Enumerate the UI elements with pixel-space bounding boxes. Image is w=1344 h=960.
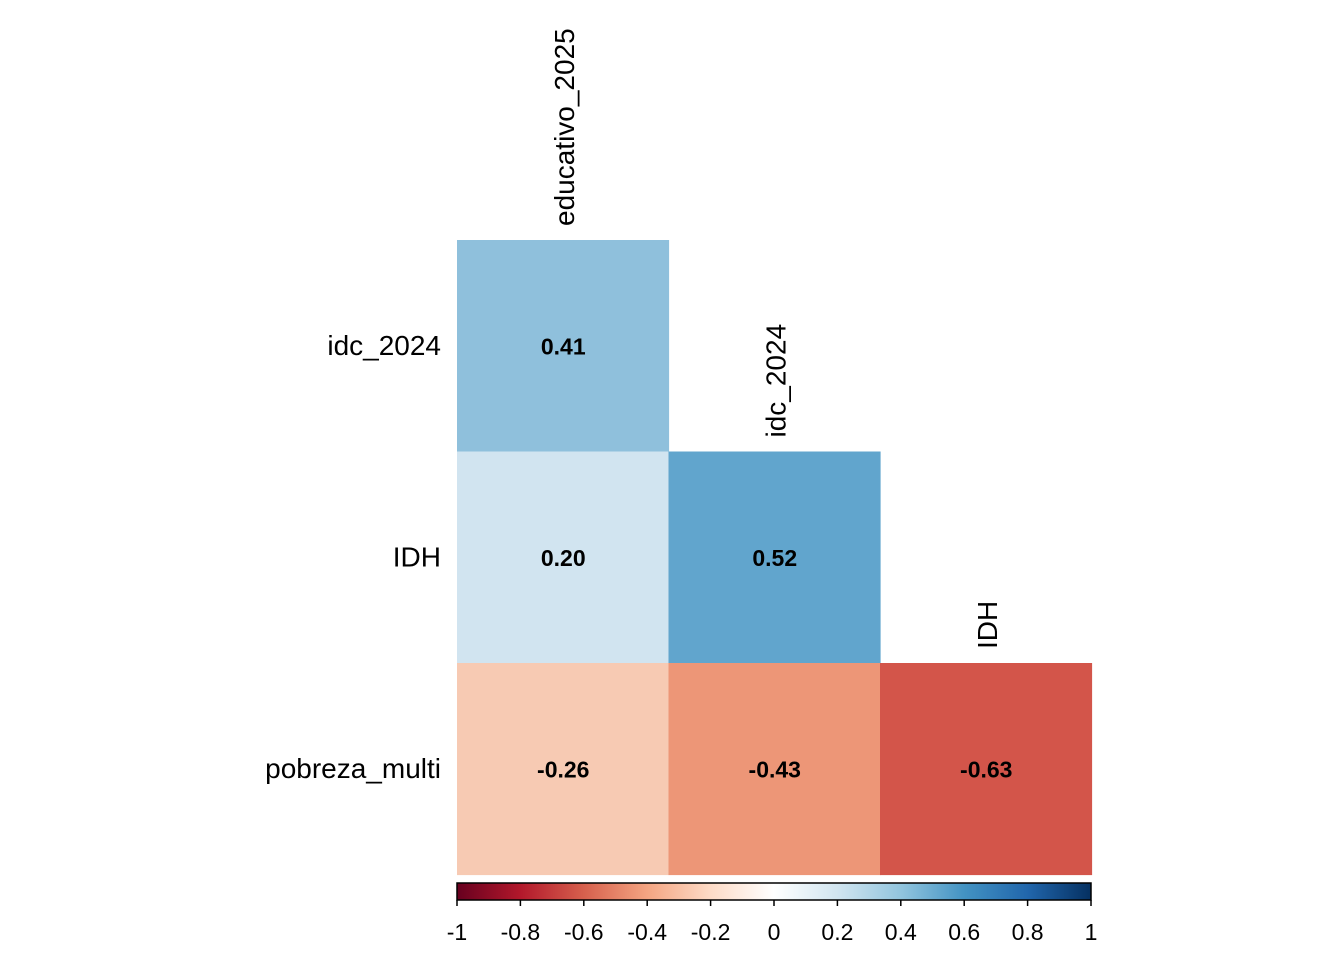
heatmap-cell	[457, 451, 670, 664]
row-labels: idc_2024 IDH pobreza_multi	[265, 330, 441, 784]
cell-value-label: -0.26	[537, 756, 589, 782]
heatmap-cell	[668, 663, 881, 876]
colorbar-tick-label: -0.8	[501, 919, 541, 945]
cell-value-label: 0.20	[541, 545, 586, 571]
colorbar-tick-label: -0.4	[627, 919, 667, 945]
heatmap-cell	[880, 663, 1093, 876]
colorbar-tick-label: -0.6	[564, 919, 604, 945]
colorbar-gradient	[456, 882, 1092, 901]
colorbar-tick-label: 0.8	[1012, 919, 1044, 945]
cell-value-label: 0.41	[541, 333, 586, 359]
heatmap-cell	[457, 663, 670, 876]
row-label: idc_2024	[327, 330, 441, 361]
column-label: IDH	[972, 601, 1003, 649]
colorbar-tick-label: 0.2	[821, 919, 853, 945]
column-label: idc_2024	[760, 324, 791, 438]
row-label: IDH	[393, 541, 441, 572]
colorbar-tick-label: -0.2	[691, 919, 731, 945]
cell-value-label: -0.43	[749, 756, 801, 782]
colorbar-tick-label: 0	[768, 919, 781, 945]
colorbar-tick-label: 1	[1085, 919, 1098, 945]
heatmap-cell	[668, 451, 881, 664]
colorbar-tick-label: 0.6	[948, 919, 980, 945]
heatmap-cells	[457, 240, 1093, 876]
heatmap-cell-labels: 0.41 0.20 0.52 -0.26 -0.43 -0.63	[537, 333, 1012, 782]
colorbar: -1 -0.8 -0.6 -0.4 -0.2 0 0.2 0.4 0.6 0.8 1	[447, 882, 1098, 945]
cell-value-label: -0.63	[960, 756, 1012, 782]
column-label: educativo_2025	[549, 28, 580, 226]
colorbar-tick-label: -1	[447, 919, 467, 945]
cell-value-label: 0.52	[752, 545, 797, 571]
column-labels: educativo_2025 idc_2024 IDH	[549, 28, 1003, 649]
colorbar-tick-label: 0.4	[885, 919, 917, 945]
row-label: pobreza_multi	[265, 753, 441, 784]
heatmap-cell	[457, 240, 670, 453]
